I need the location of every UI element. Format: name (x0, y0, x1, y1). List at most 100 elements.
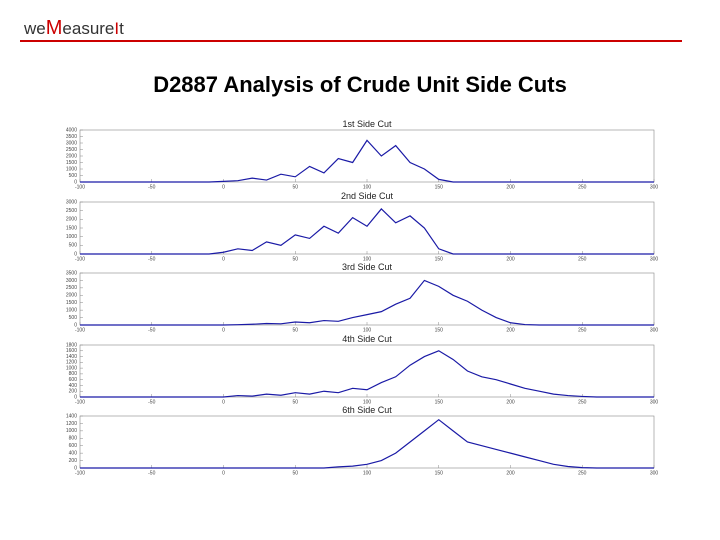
x-tick-label: -100 (75, 470, 85, 476)
x-tick-label: -50 (148, 327, 155, 333)
x-tick-label: 50 (292, 256, 298, 262)
y-tick-label: 1000 (66, 365, 77, 371)
x-tick-label: -50 (148, 256, 155, 262)
y-tick-label: 0 (74, 179, 77, 185)
y-tick-label: 1400 (66, 354, 77, 360)
y-tick-label: 400 (69, 450, 78, 456)
y-tick-label: 800 (69, 371, 78, 377)
y-tick-label: 2000 (66, 153, 77, 159)
y-tick-label: 0 (74, 394, 77, 400)
x-tick-label: 0 (222, 470, 225, 476)
x-tick-label: 200 (506, 256, 515, 262)
logo: weMeasureIt (23, 17, 124, 39)
x-tick-label: 150 (435, 256, 444, 262)
y-tick-label: 2000 (66, 293, 77, 299)
y-tick-label: 1800 (66, 342, 77, 348)
y-tick-label: 1000 (66, 307, 77, 313)
x-tick-label: 50 (292, 327, 298, 333)
x-tick-label: 150 (435, 399, 444, 405)
x-tick-label: 150 (435, 327, 444, 333)
y-tick-label: 2500 (66, 147, 77, 153)
y-tick-label: 1400 (66, 413, 77, 419)
y-tick-label: 2000 (66, 217, 77, 223)
x-tick-label: 100 (363, 399, 372, 405)
x-tick-label: 0 (222, 184, 225, 190)
y-tick-label: 0 (74, 322, 77, 328)
y-tick-label: 1500 (66, 300, 77, 306)
x-tick-label: 300 (650, 470, 659, 476)
x-tick-label: 300 (650, 327, 659, 333)
x-tick-label: 200 (506, 184, 515, 190)
x-tick-label: 0 (222, 256, 225, 262)
logo-part: M (46, 17, 63, 39)
x-tick-label: 150 (435, 470, 444, 476)
y-tick-label: 0 (74, 465, 77, 471)
x-tick-label: 100 (363, 470, 372, 476)
x-tick-label: -100 (75, 184, 85, 190)
x-tick-label: 200 (506, 470, 515, 476)
y-tick-label: 1200 (66, 360, 77, 366)
slide-title: D2887 Analysis of Crude Unit Side Cuts (153, 72, 567, 97)
trace (80, 279, 654, 326)
x-tick-label: 250 (578, 327, 587, 333)
y-tick-label: 3500 (66, 134, 77, 140)
y-tick-label: 1200 (66, 421, 77, 427)
trace (80, 139, 654, 183)
y-tick-label: 0 (74, 251, 77, 257)
y-tick-label: 2500 (66, 208, 77, 214)
x-tick-label: 100 (363, 256, 372, 262)
trace (80, 350, 654, 398)
y-tick-label: 3000 (66, 278, 77, 284)
y-tick-label: 400 (69, 383, 78, 389)
x-tick-label: 300 (650, 256, 659, 262)
y-tick-label: 1600 (66, 348, 77, 354)
x-tick-label: -50 (148, 470, 155, 476)
y-tick-label: 3000 (66, 199, 77, 205)
x-tick-label: 50 (292, 399, 298, 405)
x-tick-label: 250 (578, 470, 587, 476)
y-tick-label: 600 (69, 377, 78, 383)
chart-title: 2nd Side Cut (341, 191, 394, 201)
x-tick-label: -50 (148, 399, 155, 405)
x-tick-label: 300 (650, 399, 659, 405)
y-tick-label: 600 (69, 443, 78, 449)
x-tick-label: 300 (650, 184, 659, 190)
trace (80, 418, 654, 469)
y-tick-label: 1500 (66, 225, 77, 231)
y-tick-label: 2500 (66, 285, 77, 291)
x-tick-label: 250 (578, 399, 587, 405)
trace (80, 208, 654, 255)
y-tick-label: 800 (69, 436, 78, 442)
logo-part: we (23, 19, 46, 38)
x-tick-label: 250 (578, 184, 587, 190)
y-tick-label: 500 (69, 315, 78, 321)
logo-part: t (119, 19, 124, 38)
logo-part: I (114, 19, 119, 38)
y-tick-label: 3000 (66, 140, 77, 146)
x-tick-label: -100 (75, 399, 85, 405)
chart-title: 4th Side Cut (342, 334, 392, 344)
chart-title: 1st Side Cut (342, 119, 392, 129)
x-tick-label: -100 (75, 256, 85, 262)
y-tick-label: 1000 (66, 234, 77, 240)
y-tick-label: 3500 (66, 270, 77, 276)
y-tick-label: 4000 (66, 127, 77, 133)
chart-title: 3rd Side Cut (342, 262, 393, 272)
x-tick-label: 0 (222, 327, 225, 333)
logo-part: easure (62, 19, 114, 38)
x-tick-label: 0 (222, 399, 225, 405)
x-tick-label: -50 (148, 184, 155, 190)
x-tick-label: 50 (292, 470, 298, 476)
y-tick-label: 500 (69, 243, 78, 249)
x-tick-label: 200 (506, 399, 515, 405)
y-tick-label: 200 (69, 458, 78, 464)
x-tick-label: 100 (363, 327, 372, 333)
x-tick-label: 150 (435, 184, 444, 190)
x-tick-label: -100 (75, 327, 85, 333)
y-tick-label: 500 (69, 173, 78, 179)
y-tick-label: 1000 (66, 428, 77, 434)
x-tick-label: 100 (363, 184, 372, 190)
y-tick-label: 200 (69, 389, 78, 395)
